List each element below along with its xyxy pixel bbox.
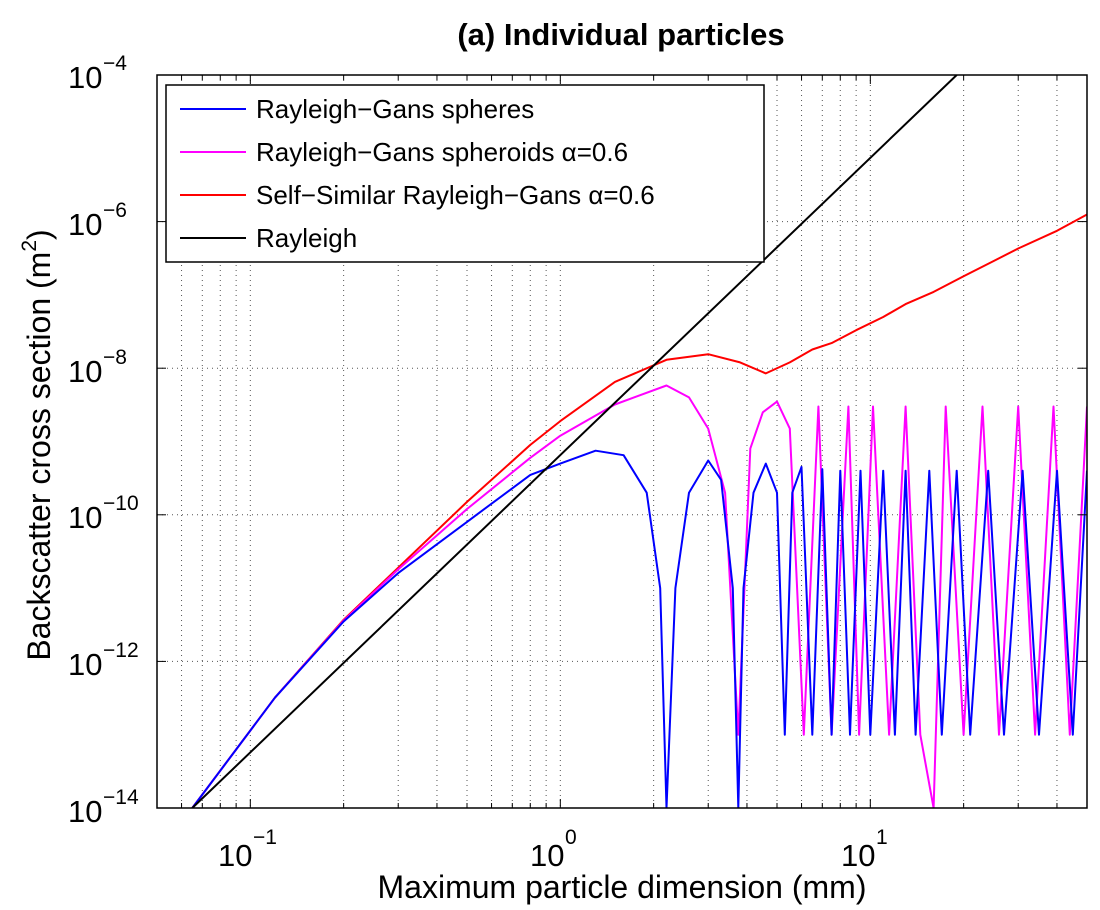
y-tick-label: 10 −12 — [68, 639, 139, 682]
svg-text:Rayleigh−Gans spheres: Rayleigh−Gans spheres — [256, 94, 534, 124]
x-tick-label: 10 −1 — [218, 826, 277, 873]
legend: Rayleigh−Gans spheres Rayleigh−Gans sphe… — [165, 84, 765, 263]
svg-text:0: 0 — [565, 826, 577, 849]
x-axis-label: Maximum particle dimension (mm) — [378, 869, 867, 905]
tick-marks — [156, 74, 1088, 809]
legend-entry: Self−Similar Rayleigh−Gans α=0.6 — [180, 180, 655, 210]
legend-entry: Rayleigh — [180, 223, 357, 253]
svg-text:−12: −12 — [103, 639, 139, 662]
svg-text:−1: −1 — [253, 826, 277, 849]
svg-text:Self−Similar Rayleigh−Gans α=0: Self−Similar Rayleigh−Gans α=0.6 — [256, 180, 655, 210]
svg-text:1: 1 — [876, 826, 888, 849]
svg-text:10: 10 — [68, 207, 102, 242]
y-tick-label: 10 −8 — [68, 346, 127, 389]
svg-text:10: 10 — [218, 838, 252, 873]
svg-text:10: 10 — [530, 838, 564, 873]
svg-text:−10: −10 — [103, 492, 139, 515]
y-tick-label: 10 −4 — [68, 52, 127, 95]
svg-text:10: 10 — [68, 794, 102, 829]
legend-entry: Rayleigh−Gans spheroids α=0.6 — [180, 137, 628, 167]
series-line — [191, 213, 1087, 808]
svg-text:−14: −14 — [103, 786, 139, 809]
svg-text:10: 10 — [841, 838, 875, 873]
chart-title: (a) Individual particles — [457, 17, 784, 52]
svg-text:−4: −4 — [103, 52, 127, 75]
svg-text:10: 10 — [68, 60, 102, 95]
legend-box — [165, 84, 765, 263]
svg-text:Rayleigh−Gans spheroids α=0.6: Rayleigh−Gans spheroids α=0.6 — [256, 137, 628, 167]
svg-text:−6: −6 — [103, 199, 127, 222]
y-tick-label: 10 −10 — [68, 492, 139, 535]
series-line — [191, 449, 1087, 808]
plot-frame — [156, 74, 1088, 809]
series-line — [191, 384, 1087, 808]
svg-text:10: 10 — [68, 500, 102, 535]
x-tick-label: 10 1 — [841, 826, 888, 873]
legend-entry: Rayleigh−Gans spheres — [180, 94, 534, 124]
series-line — [191, 75, 958, 808]
svg-text:10: 10 — [68, 647, 102, 682]
y-axis-label: Backscatter cross section (m2) — [18, 229, 57, 660]
y-tick-label: 10 −6 — [68, 199, 127, 242]
svg-text:Rayleigh: Rayleigh — [256, 223, 357, 253]
series-lines — [191, 75, 1087, 808]
y-tick-label: 10 −14 — [68, 786, 139, 829]
x-tick-label: 10 0 — [530, 826, 577, 873]
svg-text:10: 10 — [68, 354, 102, 389]
svg-text:−8: −8 — [103, 346, 127, 369]
